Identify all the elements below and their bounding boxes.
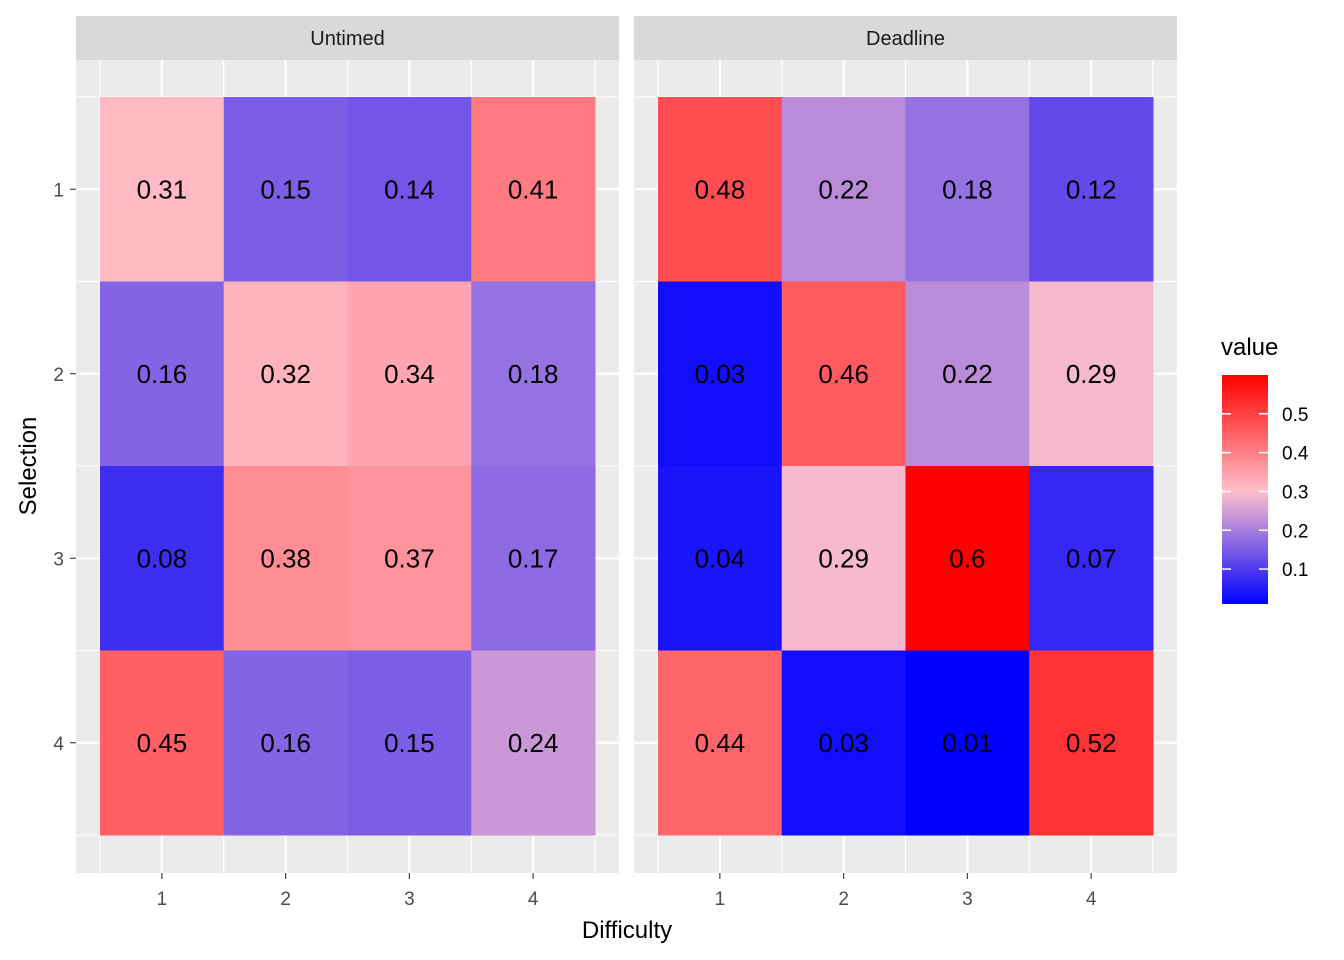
heatmap-tile bbox=[347, 650, 472, 836]
heatmap-tile bbox=[223, 650, 348, 836]
cell-value-label: 0.01 bbox=[942, 728, 993, 758]
cell-value-label: 0.18 bbox=[508, 359, 559, 389]
x-tick-label: 1 bbox=[157, 889, 168, 910]
cell-value-label: 0.34 bbox=[384, 359, 435, 389]
cell-value-label: 0.6 bbox=[949, 543, 985, 573]
x-tick-label: 4 bbox=[528, 889, 539, 910]
y-tick-label: 3 bbox=[53, 549, 64, 570]
heatmap-tile bbox=[100, 281, 225, 467]
cell-value-label: 0.04 bbox=[695, 543, 746, 573]
cell-value-label: 0.16 bbox=[137, 359, 188, 389]
cell-value-label: 0.16 bbox=[260, 728, 311, 758]
heatmap-tile bbox=[781, 650, 906, 836]
cell-value-label: 0.08 bbox=[137, 543, 188, 573]
heatmap-tile bbox=[347, 466, 472, 651]
color-legend: value 0.1 0.2 0.3 0.4 0.5 bbox=[1221, 334, 1309, 604]
facet-panel-2: Deadline 0.48 0.22 0.18 0.12 0.03 0.46 0.22 0.29… bbox=[634, 16, 1177, 910]
facet-strip bbox=[76, 16, 619, 60]
heatmap-tile bbox=[905, 650, 1030, 836]
legend-tick-label: 0.1 bbox=[1282, 560, 1308, 581]
cell-value-label: 0.12 bbox=[1066, 174, 1117, 204]
heatmap-tile bbox=[471, 466, 596, 651]
cell-value-label: 0.22 bbox=[942, 359, 993, 389]
heatmap-tile bbox=[658, 281, 783, 467]
cell-value-label: 0.22 bbox=[818, 174, 869, 204]
cell-value-label: 0.44 bbox=[695, 728, 746, 758]
legend-title: value bbox=[1221, 334, 1278, 361]
cell-value-label: 0.45 bbox=[137, 728, 188, 758]
cell-value-label: 0.18 bbox=[942, 174, 993, 204]
y-axis-title: Selection bbox=[15, 417, 42, 516]
cell-value-label: 0.29 bbox=[818, 543, 869, 573]
cell-value-label: 0.17 bbox=[508, 543, 559, 573]
facet-title: Untimed bbox=[310, 28, 384, 50]
x-tick-label: 3 bbox=[962, 889, 973, 910]
facet-title: Deadline bbox=[866, 28, 945, 50]
heatmap-tile bbox=[223, 281, 348, 467]
heatmap-tile bbox=[471, 281, 596, 467]
cell-value-label: 0.15 bbox=[260, 174, 311, 204]
heatmap-tile bbox=[781, 466, 906, 651]
heatmap-tile bbox=[100, 466, 225, 651]
heatmap-tile bbox=[347, 97, 472, 282]
cell-value-label: 0.03 bbox=[818, 728, 869, 758]
x-tick-label: 2 bbox=[280, 889, 291, 910]
cell-value-label: 0.24 bbox=[508, 728, 559, 758]
cell-value-label: 0.48 bbox=[695, 174, 746, 204]
legend-tick-label: 0.5 bbox=[1282, 405, 1308, 426]
heatmap-tile bbox=[223, 466, 348, 651]
heatmap-tile bbox=[658, 466, 783, 651]
legend-tick-label: 0.2 bbox=[1282, 521, 1308, 542]
heatmap-tile bbox=[1029, 466, 1154, 651]
cell-value-label: 0.03 bbox=[695, 359, 746, 389]
facet-panel-1: Untimed 0.31 0.15 0.14 0.41 0.16 0.32 0.34 0.18 0… bbox=[53, 16, 619, 910]
cell-value-label: 0.38 bbox=[260, 543, 311, 573]
x-tick-label: 2 bbox=[838, 889, 849, 910]
heatmap-tile bbox=[905, 97, 1030, 282]
cell-value-label: 0.37 bbox=[384, 543, 435, 573]
y-tick-label: 4 bbox=[53, 734, 64, 755]
heatmap-tile bbox=[1029, 97, 1154, 282]
facet-strip bbox=[634, 16, 1177, 60]
x-tick-label: 1 bbox=[715, 889, 726, 910]
heatmap-tile bbox=[1029, 650, 1154, 836]
cell-value-label: 0.31 bbox=[137, 174, 188, 204]
y-tick-label: 2 bbox=[53, 365, 64, 386]
heatmap-tile bbox=[223, 97, 348, 282]
cell-value-label: 0.07 bbox=[1066, 543, 1117, 573]
heatmap-tile bbox=[347, 281, 472, 467]
cell-value-label: 0.29 bbox=[1066, 359, 1117, 389]
heatmap-tile bbox=[100, 650, 225, 836]
cell-value-label: 0.46 bbox=[818, 359, 869, 389]
heatmap-tile bbox=[658, 97, 783, 282]
x-tick-label: 3 bbox=[404, 889, 415, 910]
cell-value-label: 0.52 bbox=[1066, 728, 1117, 758]
heatmap-tile bbox=[471, 650, 596, 836]
x-tick-label: 4 bbox=[1086, 889, 1097, 910]
cell-value-label: 0.14 bbox=[384, 174, 435, 204]
heatmap-tile bbox=[905, 466, 1030, 651]
cell-value-label: 0.15 bbox=[384, 728, 435, 758]
legend-tick-label: 0.3 bbox=[1282, 482, 1308, 503]
heatmap-tile bbox=[905, 281, 1030, 467]
y-tick-label: 1 bbox=[53, 180, 64, 201]
heatmap-tile bbox=[471, 97, 596, 282]
heatmap-tile bbox=[781, 97, 906, 282]
heatmap-tile bbox=[100, 97, 225, 282]
heatmap-tile bbox=[658, 650, 783, 836]
cell-value-label: 0.32 bbox=[260, 359, 311, 389]
cell-value-label: 0.41 bbox=[508, 174, 559, 204]
legend-tick-label: 0.4 bbox=[1282, 444, 1309, 465]
x-axis-title: Difficulty bbox=[582, 917, 672, 944]
heatmap-tile bbox=[781, 281, 906, 467]
heatmap-tile bbox=[1029, 281, 1154, 467]
